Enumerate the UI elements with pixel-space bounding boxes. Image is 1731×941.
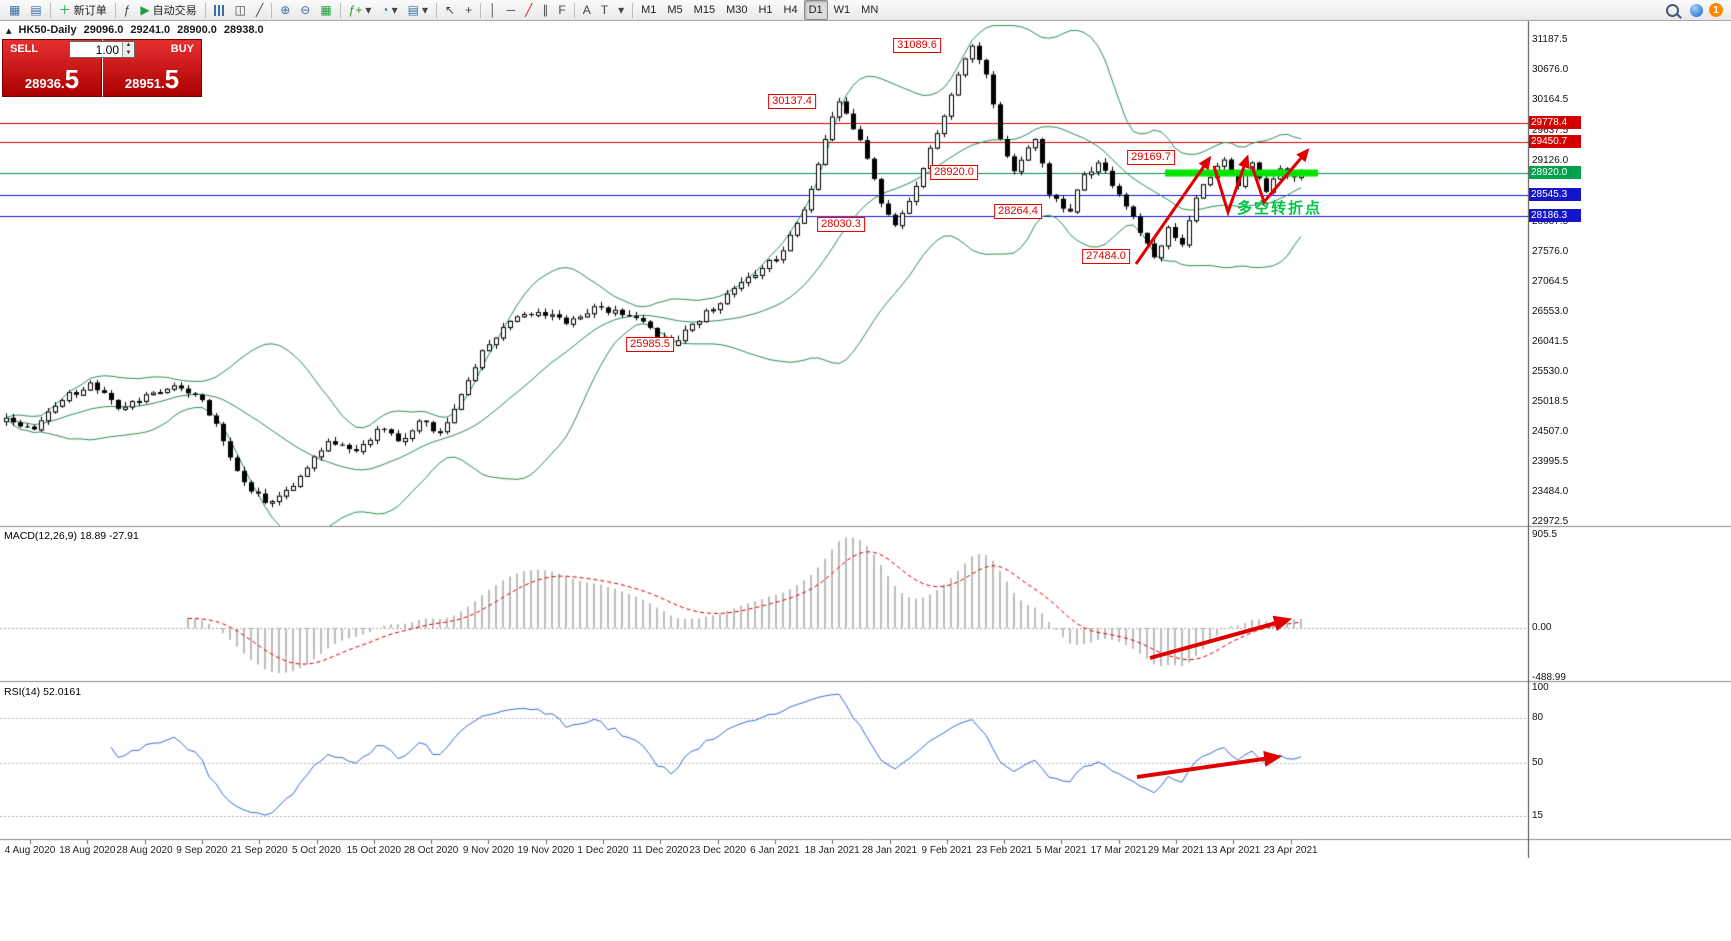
- channel-button[interactable]: ∥: [537, 0, 553, 20]
- symbol-name: HK50-Daily: [18, 24, 77, 36]
- volume-up-icon[interactable]: ▲: [123, 42, 134, 50]
- text-tool-icon: A: [582, 3, 591, 17]
- zoom-out-icon: ⊖: [300, 3, 311, 17]
- vertical-line-button[interactable]: │: [484, 0, 502, 20]
- fibonacci-icon: F: [558, 3, 566, 17]
- toolbar-separator: [436, 2, 438, 18]
- toolbar-separator: [339, 2, 341, 18]
- label-tool-button[interactable]: T: [596, 0, 613, 20]
- toolbar-separator: [573, 2, 575, 18]
- autotrade-play-icon: ▶: [140, 3, 150, 17]
- line-chart-icon: ╱: [255, 3, 264, 17]
- toolbar-separator: [49, 2, 51, 18]
- clock-icon: ◔: [381, 3, 389, 17]
- bar-chart-button[interactable]: [209, 0, 230, 20]
- buy-label: BUY: [170, 43, 194, 55]
- profiles-icon: ▤: [30, 3, 42, 17]
- ohlc-high: 29241.0: [130, 24, 171, 36]
- new-chart-icon: ▦: [9, 3, 21, 17]
- timeframe-button-m5[interactable]: M5: [667, 4, 683, 16]
- chevron-down-icon: ▾: [365, 3, 372, 17]
- shapes-button[interactable]: ▾: [613, 0, 629, 20]
- candle-chart-button[interactable]: ◫: [230, 0, 251, 20]
- timeframe-button-w1[interactable]: W1: [833, 4, 851, 16]
- sell-label: SELL: [10, 43, 39, 55]
- indicators-icon: ƒ+: [348, 3, 363, 17]
- trendline-icon: ╱: [525, 3, 533, 17]
- symbol-marker-icon: ▴: [6, 25, 12, 37]
- toolbar-right-group: 1: [1661, 0, 1727, 20]
- volume-down-icon[interactable]: ▼: [123, 49, 134, 57]
- tile-windows-icon: ▦: [320, 3, 332, 17]
- chevron-down-icon: ▾: [391, 3, 398, 17]
- symbol-ohlc-readout: ▴ HK50-Daily 29096.0 29241.0 28900.0 289…: [6, 24, 264, 37]
- expert-advisors-icon: ƒ: [123, 3, 131, 17]
- volume-spin-buttons[interactable]: ▲ ▼: [122, 42, 134, 57]
- toolbar: ▦ ▤ ＋ 新订单 ƒ ▶ 自动交易 ◫ ╱ ⊕ ⊖ ▦ ƒ+ ▾ ◔ ▾ ▤ ▾ ↖…: [0, 0, 1731, 21]
- vertical-line-icon: │: [489, 3, 497, 17]
- cursor-button[interactable]: ↖: [440, 0, 460, 20]
- notification-badge[interactable]: 1: [1709, 3, 1723, 17]
- zoom-in-icon: ⊕: [280, 3, 291, 17]
- search-icon: [1666, 3, 1679, 17]
- candle-chart-icon: ◫: [234, 3, 246, 17]
- horizontal-line-icon: ─: [506, 3, 516, 17]
- templates-button[interactable]: ▤ ▾: [403, 0, 433, 20]
- timeframe-button-h1[interactable]: H1: [758, 4, 773, 16]
- cursor-icon: ↖: [445, 3, 456, 17]
- line-chart-button[interactable]: ╱: [251, 0, 268, 20]
- toolbar-separator: [632, 2, 634, 18]
- crosshair-icon: +: [465, 3, 473, 17]
- zoom-out-button[interactable]: ⊖: [295, 0, 315, 20]
- one-click-trade-panel: SELL 28936.5 BUY 28951.5 1.00 ▲ ▼: [2, 39, 202, 97]
- crosshair-button[interactable]: +: [460, 0, 477, 20]
- timeframe-button-mn[interactable]: MN: [861, 4, 879, 16]
- ohlc-close: 28938.0: [223, 24, 264, 36]
- autotrade-label: 自动交易: [152, 5, 197, 17]
- ohlc-low: 28900.0: [177, 24, 217, 36]
- volume-value[interactable]: 1.00: [95, 43, 119, 57]
- rsi-indicator-label: RSI(14) 52.0161: [4, 686, 82, 698]
- autotrade-button[interactable]: ▶ 自动交易: [135, 0, 201, 20]
- toolbar-separator: [114, 2, 116, 18]
- macd-indicator-label: MACD(12,26,9) 18.89 -27.91: [4, 530, 139, 542]
- tile-windows-button[interactable]: ▦: [315, 0, 336, 20]
- profiles-button[interactable]: ▤: [25, 0, 46, 20]
- timeframe-button-m30[interactable]: M30: [726, 4, 748, 16]
- new-order-label: 新订单: [73, 5, 107, 17]
- timeframe-group: M1 M5 M15 M30 H1 H4 D1 W1 MN: [636, 0, 883, 20]
- expert-advisors-button[interactable]: ƒ: [119, 0, 136, 20]
- shapes-icon: ▾: [618, 3, 625, 17]
- periods-button[interactable]: ◔ ▾: [376, 0, 402, 20]
- new-chart-button[interactable]: ▦: [4, 0, 25, 20]
- toolbar-separator: [480, 2, 482, 18]
- new-order-button[interactable]: ＋ 新订单: [54, 0, 112, 20]
- indicators-button[interactable]: ƒ+ ▾: [344, 0, 377, 20]
- sell-price: 28936.5: [24, 64, 80, 94]
- community-icon[interactable]: [1690, 3, 1703, 17]
- timeframe-button-d1[interactable]: D1: [803, 0, 828, 20]
- templates-icon: ▤: [407, 3, 420, 17]
- buy-price: 28951.5: [124, 64, 180, 94]
- toolbar-separator: [204, 2, 206, 18]
- chevron-down-icon: ▾: [422, 3, 429, 17]
- fibonacci-button[interactable]: F: [553, 0, 570, 20]
- ohlc-open: 29096.0: [83, 24, 124, 36]
- timeframe-button-h4[interactable]: H4: [783, 4, 798, 16]
- text-tool-button[interactable]: A: [578, 0, 596, 20]
- zoom-in-button[interactable]: ⊕: [275, 0, 295, 20]
- volume-stepper[interactable]: 1.00 ▲ ▼: [69, 41, 135, 58]
- toolbar-separator: [271, 2, 273, 18]
- timeframe-button-m15[interactable]: M15: [693, 4, 716, 16]
- pivot-annotation-text: 多空转折点: [1237, 200, 1323, 217]
- new-order-icon: ＋: [58, 3, 71, 17]
- bar-chart-icon: [213, 4, 225, 16]
- channel-icon: ∥: [542, 3, 549, 17]
- label-tool-icon: T: [600, 3, 609, 17]
- timeframe-button-m1[interactable]: M1: [641, 4, 657, 16]
- horizontal-line-button[interactable]: ─: [502, 0, 521, 20]
- trendline-button[interactable]: ╱: [520, 0, 537, 20]
- search-button[interactable]: [1661, 0, 1684, 20]
